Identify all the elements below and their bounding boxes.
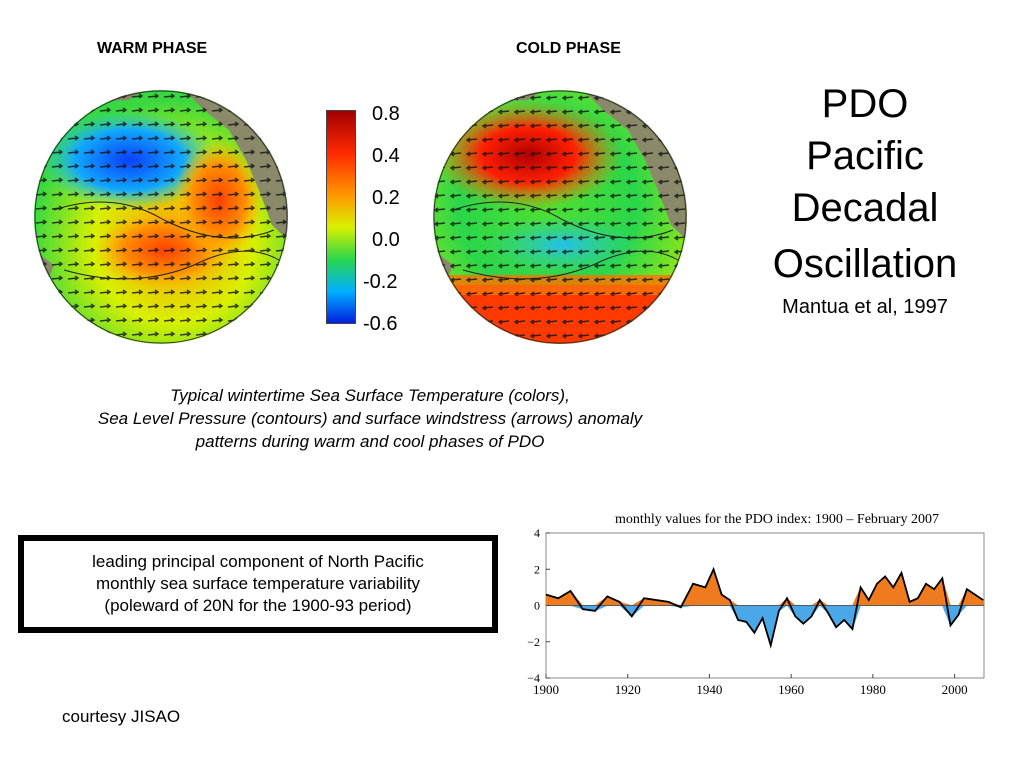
positive-area [545,568,984,606]
colorbar-label: -0.2 [363,271,398,293]
y-tick-label: −4 [527,671,540,685]
colorbar-label: -0.6 [363,313,398,335]
x-tick-label: 1920 [615,682,641,697]
definition-line: leading principal component of North Pac… [92,552,424,571]
caption-line: Sea Level Pressure (contours) and surfac… [97,409,643,428]
x-tick-label: 1900 [533,682,559,697]
x-tick-label: 1960 [778,682,804,697]
colorbar-label: 0.4 [372,145,400,167]
title-line: Pacific [806,134,924,178]
cold-phase-label: COLD PHASE [516,40,621,57]
definition-box: leading principal component of North Pac… [18,535,498,633]
title-line: Oscillation [772,242,958,286]
x-tick-label: 2000 [942,682,968,697]
title-line: Decadal [791,186,939,230]
citation: Mantua et al, 1997 [782,296,948,318]
colorbar-label: 0.2 [372,187,400,209]
pdo-chart-svg: monthly values for the PDO index: 1900 –… [527,512,985,697]
pdo-index-chart: monthly values for the PDO index: 1900 –… [512,503,992,703]
colorbar [326,110,356,324]
warm-phase-globe [34,90,288,344]
definition-line: (poleward of 20N for the 1900-93 period) [104,596,412,615]
x-tick-label: 1940 [696,682,722,697]
colorbar-label: 0.8 [372,103,400,125]
definition-line: monthly sea surface temperature variabil… [95,574,421,593]
y-tick-label: −2 [527,635,540,649]
credit-text: courtesy JISAO [62,707,181,726]
warm-phase-label: WARM PHASE [97,40,208,57]
colorbar-label: 0.0 [372,229,400,251]
x-tick-label: 1980 [860,682,886,697]
y-tick-label: 2 [534,562,540,576]
caption-line: patterns during warm and cool phases of … [195,432,545,451]
chart-title: monthly values for the PDO index: 1900 –… [615,512,939,527]
smoothed-index-line [545,566,984,649]
title-line: PDO [821,82,909,126]
caption-line: Typical wintertime Sea Surface Temperatu… [170,386,570,405]
y-tick-label: 4 [534,526,540,540]
y-tick-label: 0 [534,599,540,613]
cold-phase-globe [433,90,687,344]
